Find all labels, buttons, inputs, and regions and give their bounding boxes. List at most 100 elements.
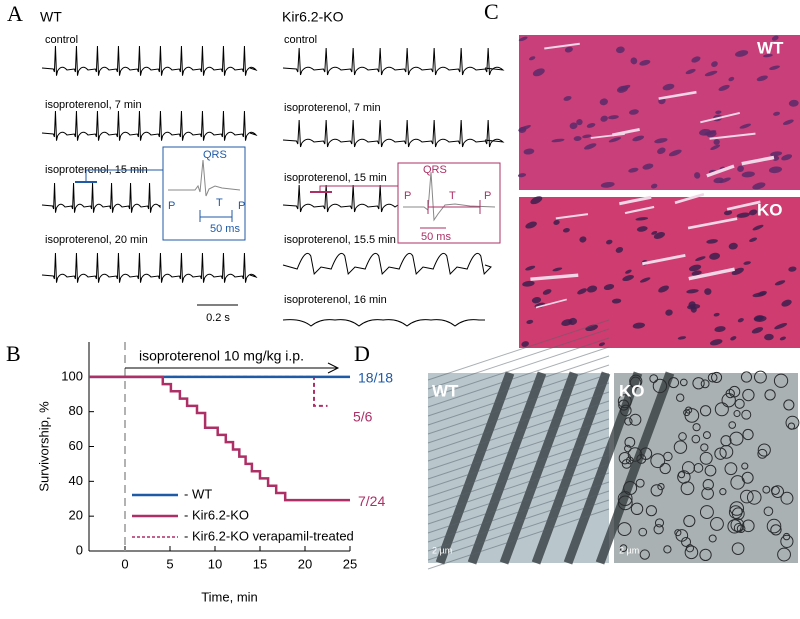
fiber-gap: [726, 200, 761, 211]
nucleus: [606, 239, 613, 245]
nucleus: [529, 56, 536, 61]
end-label: 18/18: [358, 370, 393, 386]
z-line: [427, 418, 610, 480]
nucleus: [710, 144, 721, 151]
nucleus: [582, 134, 592, 139]
nucleus: [781, 299, 792, 307]
nucleus: [741, 171, 755, 178]
vacuole: [691, 434, 701, 444]
fiber-gap: [687, 217, 738, 230]
z-line: [427, 427, 610, 489]
vacuole: [742, 388, 755, 402]
vacuole: [724, 462, 738, 476]
nucleus: [704, 70, 718, 77]
nucleus: [611, 298, 622, 304]
vacuole: [783, 399, 795, 411]
vacuole: [683, 514, 696, 528]
vacuole: [659, 462, 671, 475]
vacuole: [710, 517, 724, 531]
vacuole: [702, 431, 711, 440]
inset-label: T: [216, 197, 223, 209]
end-label: 5/6: [353, 409, 373, 425]
vacuole: [720, 435, 732, 447]
nucleus: [632, 322, 645, 329]
nucleus: [665, 309, 673, 316]
vacuole: [780, 491, 794, 505]
y-tick-label: 100: [61, 368, 83, 383]
fiber-gap: [619, 195, 652, 206]
nucleus: [563, 95, 572, 101]
end-label: 7/24: [358, 493, 385, 509]
myofibril-band: [595, 371, 675, 565]
nucleus: [706, 239, 718, 244]
nucleus: [653, 232, 665, 239]
vacuole: [785, 415, 800, 430]
nucleus: [713, 139, 720, 145]
ecg-trace: [282, 319, 485, 327]
vacuole: [701, 487, 714, 500]
inset-label: 50 ms: [421, 231, 451, 243]
vacuole: [668, 377, 680, 389]
nucleus: [577, 288, 587, 295]
arrow-head: [327, 362, 340, 374]
vacuole: [618, 451, 632, 465]
vacuole: [654, 518, 665, 528]
vacuole: [624, 436, 636, 448]
ko-title: Kir6.2-KO: [282, 9, 344, 25]
nucleus: [774, 280, 786, 286]
vacuole: [740, 489, 754, 504]
trace-label: isoproterenol, 15.5 min: [284, 234, 396, 246]
nucleus: [763, 54, 773, 58]
vacuole: [719, 488, 727, 496]
inset-label: P: [238, 200, 245, 212]
nucleus: [531, 296, 542, 304]
vacuole: [684, 545, 699, 560]
z-line: [427, 481, 610, 543]
divider: [519, 190, 800, 197]
vacuole: [729, 431, 744, 446]
inset-label: QRS: [203, 149, 227, 161]
nucleus: [603, 284, 615, 291]
nucleus: [768, 166, 783, 174]
nucleus: [568, 317, 578, 326]
vacuole: [681, 461, 696, 475]
fiber-gap: [741, 155, 775, 166]
vacuole: [699, 505, 714, 520]
nucleus: [764, 333, 774, 341]
nucleus: [654, 138, 668, 144]
nucleus: [752, 182, 766, 190]
ecg-traces: control isoproterenol, 7 min isoproterenol…: [41, 34, 505, 327]
nucleus: [715, 110, 722, 114]
nucleus: [769, 65, 780, 70]
nucleus: [599, 98, 608, 106]
vacuole: [617, 522, 632, 537]
z-line: [427, 463, 610, 525]
nucleus: [771, 35, 779, 41]
vacuole: [742, 428, 754, 441]
z-line: [427, 355, 610, 417]
nucleus: [751, 327, 764, 334]
nucleus: [562, 228, 570, 233]
nucleus: [728, 242, 738, 250]
vacuole: [620, 404, 632, 417]
z-line: [427, 346, 610, 408]
vacuole: [673, 440, 688, 454]
nucleus: [690, 306, 697, 313]
vacuole: [699, 548, 712, 562]
nucleus: [522, 280, 535, 287]
vacuole: [746, 490, 762, 505]
nucleus: [691, 270, 702, 276]
nucleus: [530, 196, 543, 205]
nucleus: [694, 172, 701, 179]
vacuole: [630, 502, 644, 516]
nucleus: [552, 267, 563, 272]
nucleus: [632, 135, 645, 142]
z-line: [427, 364, 610, 426]
vacuole: [741, 409, 752, 420]
vacuole: [742, 519, 755, 533]
nucleus: [584, 143, 597, 150]
nucleus: [685, 68, 696, 75]
nucleus: [788, 99, 799, 107]
nucleus: [709, 252, 721, 260]
nucleus: [735, 50, 749, 57]
